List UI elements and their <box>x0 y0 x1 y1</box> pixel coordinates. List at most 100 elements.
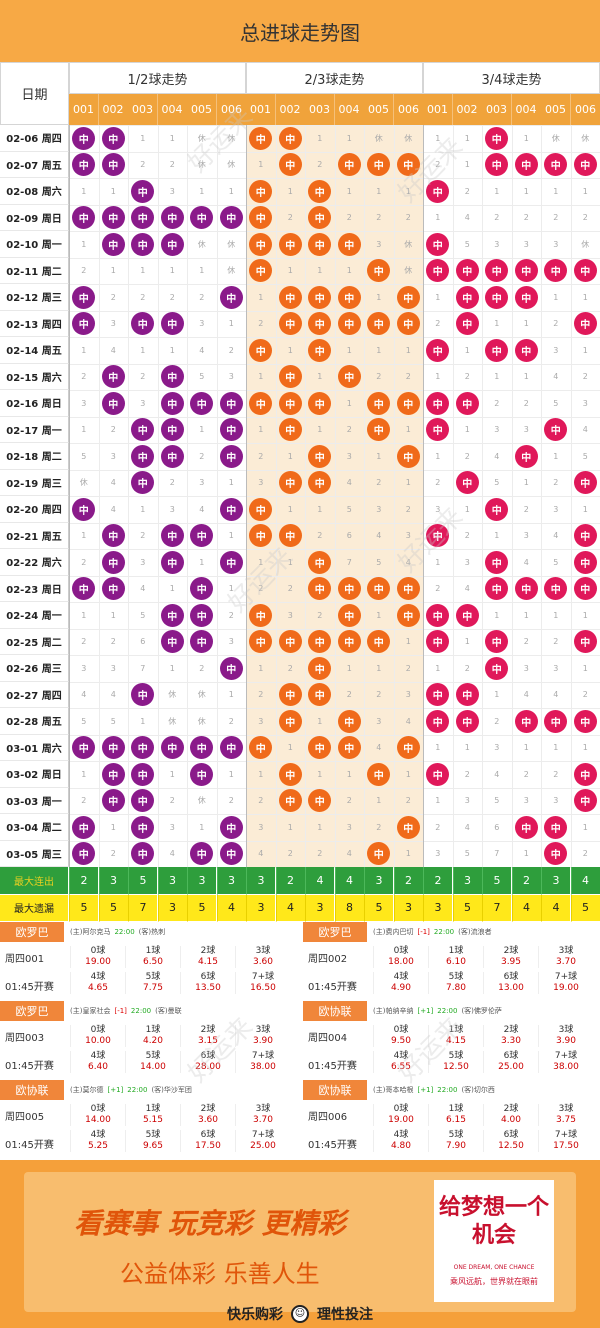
match-card[interactable]: 欧罗巴 (主)费内巴切 [-1] 22:00 (客)流浪者 周四002 01:45开赛 0球 1… <box>303 922 600 997</box>
odds-value: 13.00 <box>498 983 524 993</box>
home-team: (主)帕纳辛纳 <box>373 1007 414 1015</box>
date-cell: 02-25 周二 <box>0 628 69 655</box>
miss-count: 1 <box>464 504 470 514</box>
hit-marker: 中 <box>544 418 568 442</box>
odds-value: 4.80 <box>390 1141 412 1151</box>
miss-count: 1 <box>523 478 529 488</box>
hit-marker: 中 <box>367 842 391 866</box>
miss-count: 1 <box>405 637 411 647</box>
stat-value: 5 <box>570 894 600 922</box>
miss-count: 1 <box>169 663 175 673</box>
date-cell: 02-07 周五 <box>0 151 69 178</box>
hit-marker: 中 <box>72 842 96 866</box>
hit-marker: 中 <box>367 153 391 177</box>
kickoff-time: 22:00 <box>127 1086 148 1094</box>
col-num-3-5: 005 <box>541 94 571 125</box>
match-number: 周四003 <box>5 1032 45 1044</box>
date-cell: 02-08 周六 <box>0 178 69 205</box>
miss-count: 4 <box>346 478 352 488</box>
miss-count: 1 <box>582 292 588 302</box>
match-meta: (主)莫尔德 [+1] 22:00 (客)华沙军团 <box>70 1080 196 1100</box>
miss-count: 1 <box>287 451 293 461</box>
hit-marker: 中 <box>101 789 125 813</box>
goal-option: 2球 <box>503 1104 519 1114</box>
miss-count: 2 <box>346 213 352 223</box>
miss-count: 1 <box>81 425 87 435</box>
miss-count: 5 <box>81 716 87 726</box>
hit-marker: 中 <box>426 524 450 548</box>
miss-count: 1 <box>199 822 205 832</box>
away-team: (客)热刺 <box>138 928 166 936</box>
miss-count: 1 <box>435 663 441 673</box>
ad-banner[interactable]: 看赛事 玩竞彩 更精彩 公益体彩 乐善人生 给梦想一个机会 ONE DREAM,… <box>0 1160 600 1328</box>
hit-marker: 中 <box>396 444 420 468</box>
col-line <box>157 125 159 867</box>
odds-value: 19.00 <box>85 957 111 967</box>
miss-count: 2 <box>110 425 116 435</box>
hit-marker: 中 <box>337 603 361 627</box>
miss-count: 1 <box>228 769 234 779</box>
miss-count: 2 <box>140 372 146 382</box>
hit-marker: 中 <box>455 259 479 283</box>
match-card[interactable]: 欧罗巴 (主)皇家社会 [-1] 22:00 (客)曼联 周四003 01:45开赛 0球 10… <box>0 1001 297 1076</box>
hit-marker: 中 <box>573 577 597 601</box>
miss-count: 1 <box>405 849 411 859</box>
odds-value: 3.75 <box>555 1115 577 1125</box>
miss-count: 1 <box>228 584 234 594</box>
hit-marker: 中 <box>308 444 332 468</box>
miss-count: 2 <box>494 716 500 726</box>
hit-marker: 中 <box>485 656 509 680</box>
miss-count: 3 <box>376 716 382 726</box>
miss-count: 1 <box>464 425 470 435</box>
miss-count: 1 <box>81 531 87 541</box>
hit-marker: 中 <box>455 312 479 336</box>
stat-value: 3 <box>216 867 246 895</box>
hit-marker: 中 <box>278 391 302 415</box>
miss-count: 3 <box>523 796 529 806</box>
match-time: 01:45开赛 <box>5 1060 54 1072</box>
hit-marker: 中 <box>367 577 391 601</box>
hit-marker: 中 <box>131 232 155 256</box>
hit-marker: 中 <box>308 656 332 680</box>
goal-option: 7+球 <box>251 1051 275 1061</box>
hit-marker: 中 <box>278 312 302 336</box>
goal-option: 1球 <box>145 1104 161 1114</box>
match-card[interactable]: 欧协联 (主)哥本哈根 [+1] 22:00 (客)切尔西 周四006 01:45开赛 0球 1… <box>303 1080 600 1155</box>
hit-marker: 中 <box>514 815 538 839</box>
miss-count: 2 <box>582 372 588 382</box>
miss-count: 2 <box>228 610 234 620</box>
miss-count: 5 <box>553 398 559 408</box>
odds-value: 28.00 <box>195 1062 221 1072</box>
miss-count: 2 <box>199 451 205 461</box>
match-card[interactable]: 欧协联 (主)帕纳辛纳 [+1] 22:00 (客)佛罗伦萨 周四004 01:45开赛 0球… <box>303 1001 600 1076</box>
hit-marker: 中 <box>396 736 420 760</box>
hit-marker: 中 <box>72 736 96 760</box>
odds-cell: 2球 3.15 <box>180 1025 235 1047</box>
hit-marker: 中 <box>544 842 568 866</box>
hit-marker: 中 <box>544 577 568 601</box>
hit-marker: 中 <box>367 259 391 283</box>
date-cell: 02-18 周二 <box>0 443 69 470</box>
match-card[interactable]: 欧协联 (主)莫尔德 [+1] 22:00 (客)华沙军团 周四005 01:45开赛 0球 1… <box>0 1080 297 1155</box>
match-header: 欧罗巴 (主)阿尔克马 22:00 (客)热刺 <box>0 922 297 942</box>
goal-option: 3球 <box>558 1104 574 1114</box>
hit-marker: 中 <box>367 630 391 654</box>
miss-count: 1 <box>405 345 411 355</box>
miss-count: 1 <box>169 266 175 276</box>
match-card[interactable]: 欧罗巴 (主)阿尔克马 22:00 (客)热刺 周四001 01:45开赛 0球 19.00 1… <box>0 922 297 997</box>
miss-count: 1 <box>140 266 146 276</box>
hit-marker: 中 <box>308 206 332 230</box>
odds-value: 12.50 <box>498 1141 524 1151</box>
miss-count: 1 <box>199 557 205 567</box>
handicap: [-1] <box>417 928 430 936</box>
miss-count: 3 <box>287 610 293 620</box>
miss-count: 2 <box>464 186 470 196</box>
hit-marker: 中 <box>160 391 184 415</box>
miss-count: 1 <box>317 425 323 435</box>
goal-option: 5球 <box>145 1130 161 1140</box>
goal-option: 5球 <box>145 1051 161 1061</box>
date-cell: 02-15 周六 <box>0 363 69 390</box>
miss-count: 5 <box>494 478 500 488</box>
hit-marker: 中 <box>160 418 184 442</box>
miss-count: 1 <box>228 531 234 541</box>
